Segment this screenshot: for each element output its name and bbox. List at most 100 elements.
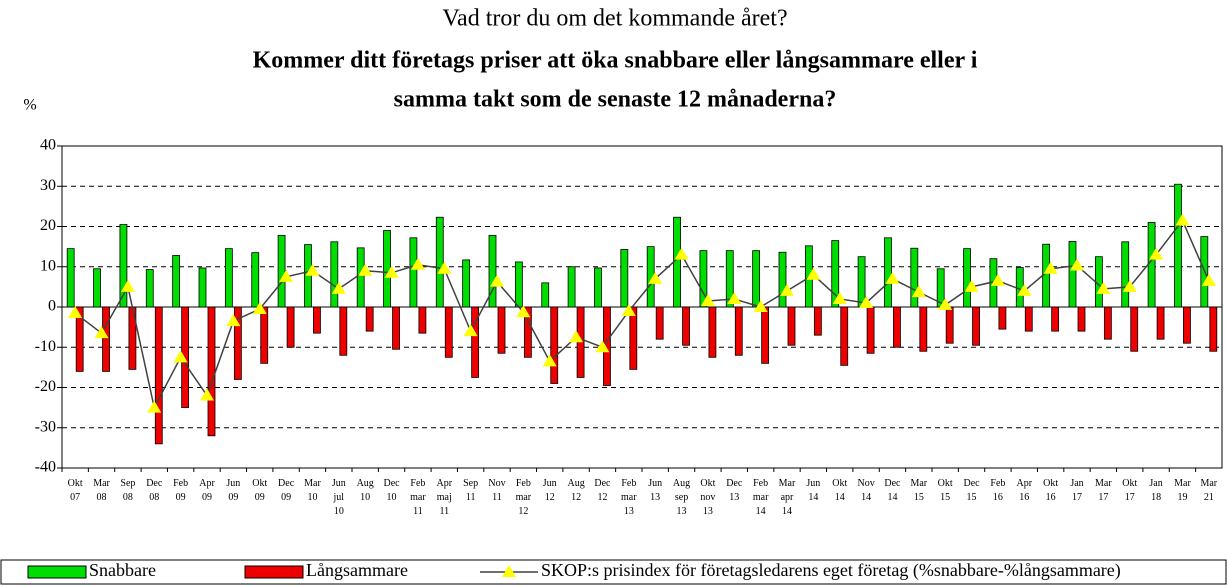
marker — [94, 326, 109, 339]
x-tick-label: Okt — [938, 478, 953, 489]
marker — [437, 261, 452, 274]
x-tick-label: Jun — [332, 478, 346, 489]
x-tick-label: 14 — [808, 492, 818, 503]
x-tick-label: 08 — [97, 492, 107, 503]
legend-swatch — [27, 565, 87, 579]
legend-label: Långsammare — [306, 560, 408, 580]
x-tick-label: Mar — [779, 478, 796, 489]
bar — [356, 247, 365, 308]
y-tick-label: 20 — [40, 217, 56, 234]
marker — [648, 271, 663, 284]
x-tick-label: Dec — [884, 478, 901, 489]
x-tick-label: 12 — [571, 492, 581, 503]
bar — [725, 250, 734, 308]
bar — [963, 248, 971, 308]
bar — [761, 306, 770, 364]
chart-subtitle: Kommer ditt företags priser att öka snab… — [253, 48, 978, 74]
marker — [990, 273, 1005, 286]
legend-swatch — [244, 565, 304, 579]
marker — [859, 295, 874, 308]
x-tick-label: Apr — [436, 478, 452, 489]
bar — [435, 216, 444, 308]
marker — [700, 293, 715, 306]
bar — [330, 241, 339, 308]
bar — [1042, 243, 1051, 308]
bar — [893, 306, 901, 348]
x-tick-label: 16 — [993, 492, 1003, 503]
x-tick-label: Dec — [278, 478, 295, 489]
marker — [1149, 247, 1164, 260]
bar — [172, 255, 181, 308]
bar — [488, 234, 497, 308]
bar — [541, 282, 550, 308]
bar — [1015, 267, 1024, 308]
x-tick-label: 17 — [1125, 492, 1135, 503]
bar — [778, 251, 787, 308]
x-tick-label: 14 — [756, 506, 766, 517]
bar — [655, 306, 664, 340]
x-tick-label: 10 — [360, 492, 370, 503]
marker — [147, 400, 162, 413]
x-tick-label: Nov — [488, 478, 505, 489]
bar — [251, 252, 260, 308]
marker — [1070, 258, 1084, 271]
x-tick-label: Feb — [753, 478, 768, 489]
x-tick-label: Feb — [516, 478, 531, 489]
x-tick-label: 14 — [861, 492, 871, 503]
y-tick-label: -40 — [35, 459, 56, 476]
x-tick-label: 13 — [729, 492, 739, 503]
x-tick-label: 09 — [255, 492, 265, 503]
marker — [885, 271, 900, 284]
x-tick-label: 15 — [967, 492, 977, 503]
marker — [1122, 279, 1137, 292]
y-tick-label: 40 — [40, 137, 56, 154]
x-tick-label: Dec — [963, 478, 980, 489]
bar — [145, 269, 154, 308]
bar — [594, 267, 602, 308]
x-tick-label: 13 — [650, 492, 660, 503]
x-tick-label: Okt — [1043, 478, 1058, 489]
line — [74, 219, 1210, 410]
x-tick-label: Aug — [673, 478, 690, 489]
x-tick-label: 16 — [1046, 492, 1056, 503]
x-tick-label: 21 — [1204, 492, 1214, 503]
bar — [919, 306, 928, 352]
x-tick-label: Dec — [383, 478, 400, 489]
bar — [154, 306, 163, 445]
x-tick-label: Okt — [1122, 478, 1137, 489]
bar — [699, 250, 708, 308]
x-tick-label: sep — [675, 492, 688, 503]
marker — [516, 305, 531, 318]
marker — [542, 354, 557, 367]
marker — [938, 297, 953, 310]
y-tick-label: 10 — [40, 257, 56, 274]
marker — [911, 285, 926, 298]
x-tick-label: 08 — [123, 492, 133, 503]
bar — [1130, 306, 1139, 352]
marker — [463, 324, 478, 337]
marker — [120, 279, 135, 292]
bar — [787, 306, 796, 346]
bar — [277, 234, 286, 308]
marker — [569, 330, 584, 343]
bar — [567, 266, 576, 308]
x-tick-label: 17 — [1072, 492, 1082, 503]
x-tick-label: 14 — [835, 492, 845, 503]
marker — [1175, 213, 1190, 226]
bar — [1121, 241, 1130, 308]
bar — [550, 306, 559, 384]
x-tick-label: Mar — [1200, 478, 1217, 489]
x-tick-label: Dec — [146, 478, 163, 489]
bar — [734, 306, 743, 356]
x-tick-label: jul — [333, 492, 345, 503]
x-tick-label: Nov — [857, 478, 874, 489]
bar — [462, 259, 471, 308]
legend-box — [0, 559, 1227, 585]
x-tick-label: 09 — [228, 492, 238, 503]
marker — [595, 340, 610, 353]
x-tick-label: Okt — [252, 478, 267, 489]
bar — [224, 248, 233, 308]
marker — [358, 263, 373, 276]
bar — [102, 306, 110, 372]
bar — [813, 306, 822, 336]
